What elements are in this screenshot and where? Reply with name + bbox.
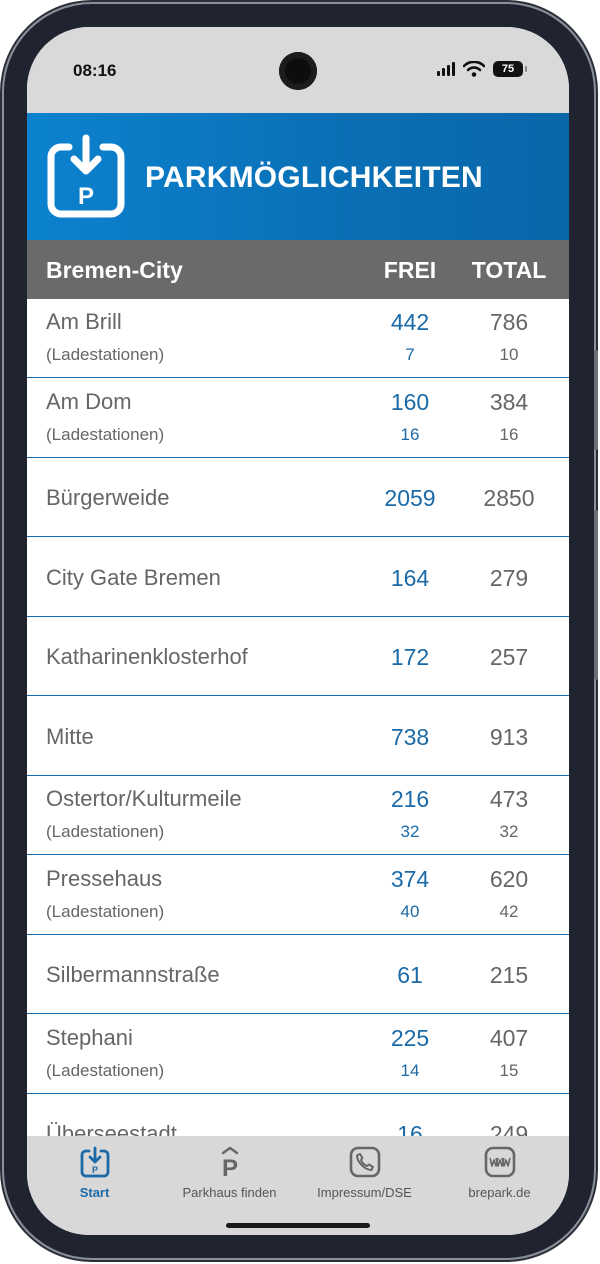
charging-label: (Ladestationen) <box>46 1060 165 1080</box>
parking-name: Mitte <box>46 723 94 749</box>
parking-p-icon: P <box>221 1146 238 1178</box>
tab-start[interactable]: P Start <box>27 1146 162 1200</box>
charging-free-count: 32 <box>400 822 420 841</box>
app-header: P PARKMÖGLICHKEITEN <box>27 113 569 240</box>
parking-download-icon: P <box>47 134 125 218</box>
status-time: 08:16 <box>73 61 117 80</box>
free-count: 738 <box>390 723 430 750</box>
parking-row[interactable]: Mitte 738 913 <box>27 696 569 776</box>
tab-impressum-label: Impressum/DSE <box>317 1185 412 1200</box>
tab-brepark-label: brepark.de <box>468 1185 531 1200</box>
parking-row[interactable]: Am Brill 442 786 (Ladestationen) 7 10 <box>27 299 569 378</box>
free-count: 164 <box>390 564 430 591</box>
tab-parkhaus-finden-label: Parkhaus finden <box>182 1185 277 1200</box>
svg-text:P: P <box>91 1165 97 1175</box>
parking-row[interactable]: Silbermannstraße 61 215 <box>27 935 569 1014</box>
free-column-heading: FREI <box>383 257 437 283</box>
charging-free-count: 14 <box>400 1060 420 1080</box>
tab-impressum[interactable]: Impressum/DSE <box>297 1146 432 1200</box>
total-count: 2850 <box>483 485 535 511</box>
status-icons: 75 <box>437 61 527 77</box>
parking-row[interactable]: Pressehaus 374 620 (Ladestationen) 40 42 <box>27 855 569 935</box>
parking-name: Am Brill <box>46 309 122 334</box>
total-count: 913 <box>489 723 529 750</box>
parking-name: Silbermannstraße <box>46 962 220 987</box>
screen: 08:16 75 P PARKMÖGLICHKEITEN Bremen-City… <box>27 27 569 1235</box>
parking-row[interactable]: Bürgerweide 2059 2850 <box>27 458 569 537</box>
svg-text:P: P <box>78 183 94 210</box>
total-column-heading: TOTAL <box>471 257 547 283</box>
free-count: 172 <box>390 644 430 670</box>
parking-row[interactable]: City Gate Bremen 164 279 <box>27 537 569 617</box>
free-count: 160 <box>390 388 430 415</box>
charging-label: (Ladestationen) <box>46 424 165 444</box>
free-count: 216 <box>390 786 430 812</box>
svg-text:P: P <box>221 1155 237 1178</box>
tab-start-label: Start <box>79 1185 110 1200</box>
home-indicator <box>226 1223 370 1228</box>
parking-row[interactable]: Katharinenklosterhof 172 257 <box>27 617 569 696</box>
parking-name: Stephani <box>46 1024 133 1050</box>
total-count: 473 <box>489 786 529 812</box>
charging-total-count: 32 <box>499 822 519 841</box>
free-count: 374 <box>390 865 430 892</box>
battery-icon: 75 <box>493 61 527 77</box>
status-bar: 08:16 75 <box>27 27 569 113</box>
free-count: 225 <box>390 1024 430 1051</box>
parking-row[interactable]: Am Dom 160 384 (Ladestationen) 16 16 <box>27 378 569 458</box>
parking-name: Katharinenklosterhof <box>46 644 248 669</box>
total-count: 786 <box>489 309 529 335</box>
charging-total-count: 42 <box>499 901 519 921</box>
free-count: 442 <box>390 309 430 335</box>
charging-label: (Ladestationen) <box>46 345 165 364</box>
wifi-icon <box>463 61 485 77</box>
free-count: 2059 <box>384 485 436 511</box>
power-button <box>594 350 598 450</box>
parking-row[interactable]: Ostertor/Kulturmeile 216 473 (Ladestatio… <box>27 776 569 855</box>
parking-name: Pressehaus <box>46 865 163 891</box>
parking-name: Am Dom <box>46 388 132 414</box>
charging-free-count: 40 <box>400 901 420 921</box>
charging-total-count: 10 <box>499 345 519 364</box>
tab-bar: P Start P Parkhaus finden Impressum/DSE … <box>27 1136 569 1235</box>
total-count: 257 <box>489 644 529 670</box>
www-icon <box>484 1146 515 1178</box>
tab-brepark[interactable]: brepark.de <box>432 1146 567 1200</box>
tab-parkhaus-finden[interactable]: P Parkhaus finden <box>162 1146 297 1200</box>
table-header: Bremen-City FREI TOTAL <box>27 240 569 299</box>
charging-label: (Ladestationen) <box>46 901 165 921</box>
front-camera <box>279 52 317 90</box>
free-count: 61 <box>397 962 423 988</box>
region-heading: Bremen-City <box>46 257 183 283</box>
phone-icon <box>349 1146 380 1178</box>
parking-name: City Gate Bremen <box>46 564 221 590</box>
total-count: 620 <box>489 865 529 892</box>
signal-icon <box>437 62 455 76</box>
total-count: 384 <box>489 388 529 415</box>
parking-download-icon: P <box>80 1146 109 1178</box>
total-count: 407 <box>489 1024 529 1051</box>
charging-total-count: 15 <box>499 1060 519 1080</box>
total-count: 215 <box>489 962 529 988</box>
charging-label: (Ladestationen) <box>46 822 165 841</box>
charging-total-count: 16 <box>499 424 519 444</box>
parking-name: Ostertor/Kulturmeile <box>46 786 242 811</box>
page-title: PARKMÖGLICHKEITEN <box>145 161 483 194</box>
charging-free-count: 7 <box>405 345 415 364</box>
parking-row[interactable]: Stephani 225 407 (Ladestationen) 14 15 <box>27 1014 569 1094</box>
volume-button <box>594 510 598 680</box>
total-count: 279 <box>489 564 529 591</box>
charging-free-count: 16 <box>400 424 420 444</box>
parking-name: Bürgerweide <box>46 485 170 510</box>
